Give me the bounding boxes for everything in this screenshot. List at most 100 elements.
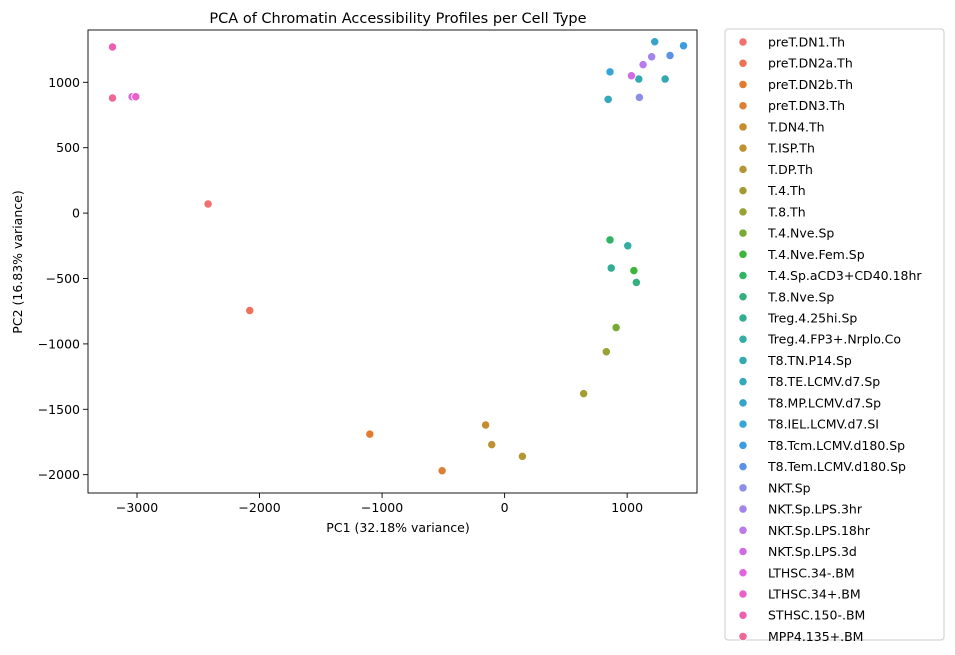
data-point [631, 277, 641, 288]
legend-marker [738, 398, 748, 408]
data-point [605, 235, 615, 245]
legend-frame [724, 28, 945, 641]
legend-label: MPP4.135+.BM [768, 629, 863, 644]
legend-label: T.8.Th [767, 204, 806, 219]
y-tick-label: 500 [56, 140, 80, 155]
data-point [603, 94, 613, 104]
legend-marker [738, 483, 748, 493]
y-axis-label: PC2 (16.83% variance) [10, 190, 25, 333]
legend-label: T.4.Th [767, 183, 806, 198]
legend-marker [738, 419, 748, 429]
data-point [245, 305, 255, 316]
legend-marker [738, 504, 748, 514]
y-tick-label: 1000 [48, 75, 80, 90]
data-point [517, 451, 528, 462]
y-tick-label: 0 [72, 206, 80, 221]
data-point [638, 60, 648, 70]
legend-label: Treg.4.FP3+.Nrplo.Co [767, 332, 901, 347]
data-point [647, 52, 657, 62]
data-point [626, 71, 637, 81]
plot-frame [87, 29, 698, 494]
legend-marker [738, 270, 748, 281]
legend-label: T.4.Nve.Fem.Sp [767, 247, 865, 262]
data-point [365, 429, 375, 439]
x-tick-label: 1000 [611, 500, 643, 515]
chart-title: PCA of Chromatin Accessibility Profiles … [209, 11, 586, 27]
legend-items: preT.DN1.Th preT.DN2a.Th preT.DN2b.Th preT.… [738, 35, 922, 644]
data-point [629, 266, 639, 276]
legend-marker [738, 313, 748, 323]
legend-label: T.DP.Th [767, 162, 813, 177]
legend-marker [738, 355, 748, 366]
legend: preT.DN1.Th preT.DN2a.Th preT.DN2b.Th preT.… [724, 28, 945, 644]
legend-label: T.4.Nve.Sp [767, 226, 834, 241]
legend-label: NKT.Sp.LPS.3hr [768, 502, 863, 517]
legend-label: NKT.Sp.LPS.3d [768, 544, 857, 559]
legend-marker [738, 185, 748, 196]
data-point [611, 322, 621, 333]
legend-marker [738, 334, 748, 344]
data-point [203, 199, 213, 209]
legend-marker [738, 228, 748, 238]
legend-label: preT.DN2b.Th [768, 77, 853, 92]
data-point [650, 37, 660, 47]
legend-label: NKT.Sp [768, 480, 811, 495]
legend-label: T.4.Sp.aCD3+CD40.18hr [767, 268, 922, 283]
legend-label: LTHSC.34-.BM [768, 565, 855, 580]
data-point [606, 263, 616, 273]
legend-label: T.ISP.Th [767, 141, 815, 156]
legend-marker [738, 37, 748, 47]
y-tick-label: −1000 [38, 336, 80, 351]
y-tick-label: −1500 [38, 402, 80, 417]
legend-marker [738, 568, 748, 578]
y-tick-label: −2000 [38, 467, 80, 482]
legend-marker [738, 631, 748, 642]
x-tick-label: −2000 [238, 500, 280, 515]
data-point [107, 93, 118, 103]
x-tick-label: −3000 [116, 500, 158, 515]
x-tick-label: 0 [501, 500, 509, 515]
x-tick-label: −1000 [361, 500, 403, 515]
data-point [660, 74, 670, 84]
data-point [623, 241, 633, 251]
y-axis: −2000 −1500 −1000 −500 0 500 1000 [38, 75, 88, 482]
legend-marker [738, 525, 748, 535]
legend-label: LTHSC.34+.BM [768, 586, 861, 601]
legend-marker [738, 546, 748, 557]
legend-marker [738, 143, 748, 153]
data-point [579, 388, 589, 399]
legend-label: T.DN4.Th [767, 119, 825, 134]
data-point [437, 466, 447, 476]
legend-marker [738, 58, 748, 68]
data-point [487, 439, 497, 450]
legend-marker [738, 589, 748, 599]
x-axis: −3000 −2000 −1000 0 1000 [116, 493, 643, 515]
legend-marker [738, 377, 748, 387]
legend-label: preT.DN2a.Th [768, 56, 853, 71]
legend-label: T8.Tcm.LCMV.d180.Sp [767, 438, 905, 453]
plot-area: −3000 −2000 −1000 0 1000 −2000 −1500 −1000 −500… [38, 29, 698, 515]
legend-marker [738, 79, 748, 90]
legend-marker [738, 101, 748, 111]
data-points [107, 37, 689, 476]
legend-label: preT.DN3.Th [768, 98, 845, 113]
legend-label: T8.TE.LCMV.d7.Sp [767, 374, 880, 389]
x-axis-label: PC1 (32.18% variance) [326, 520, 469, 535]
legend-label: T.8.Nve.Sp [767, 289, 834, 304]
legend-label: T8.MP.LCMV.d7.Sp [767, 395, 881, 410]
legend-label: T8.Tem.LCMV.d180.Sp [767, 459, 906, 474]
data-point [605, 67, 615, 77]
legend-marker [738, 461, 748, 472]
data-point [131, 92, 141, 102]
data-point [601, 347, 611, 357]
legend-marker [738, 292, 748, 302]
legend-label: T8.IEL.LCMV.d7.SI [767, 417, 879, 432]
legend-marker [738, 207, 748, 217]
legend-label: Treg.4.25hi.Sp [767, 310, 857, 325]
legend-marker [738, 122, 748, 132]
legend-marker [738, 610, 748, 620]
data-point [678, 41, 689, 51]
legend-marker [738, 249, 748, 259]
